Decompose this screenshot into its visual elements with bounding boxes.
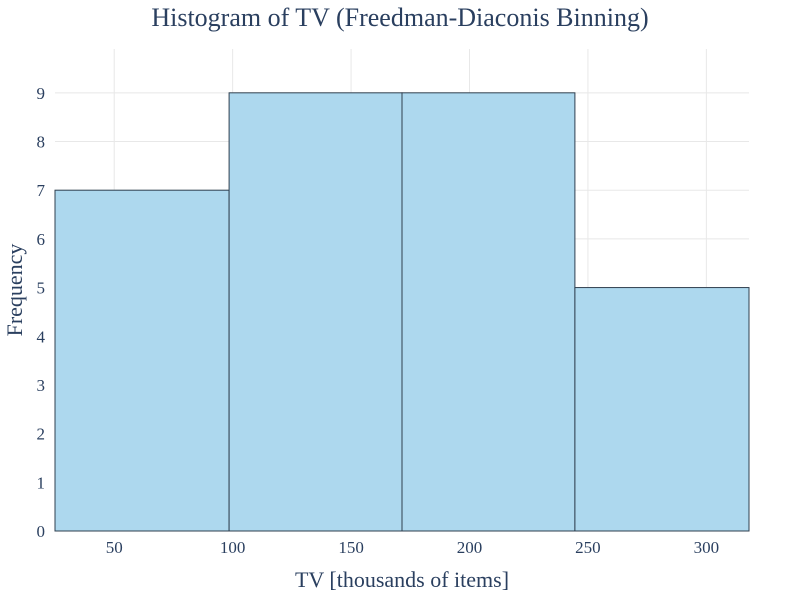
histogram-bar (401, 92, 576, 532)
y-tick-label: 5 (37, 279, 46, 298)
y-tick-label: 2 (37, 425, 46, 444)
histogram-bar (574, 287, 750, 532)
x-axis-ticks: 50 100 150 200 250 300 (106, 538, 719, 557)
x-tick-label: 250 (575, 538, 601, 557)
y-tick-label: 4 (37, 327, 46, 346)
histogram-bar (228, 92, 403, 532)
x-tick-label: 300 (694, 538, 720, 557)
y-tick-label: 7 (37, 181, 46, 200)
histogram-bars (54, 92, 750, 532)
plot-area: 50 100 150 200 250 300 0 1 2 3 4 5 6 7 8 9 (37, 49, 750, 557)
x-tick-label: 50 (106, 538, 123, 557)
histogram-bar (54, 189, 230, 532)
x-tick-label: 100 (220, 538, 246, 557)
chart-title: Histogram of TV (Freedman-Diaconis Binni… (151, 3, 648, 32)
y-tick-label: 0 (37, 522, 46, 541)
x-tick-label: 200 (457, 538, 483, 557)
y-axis-title: Frequency (2, 244, 27, 337)
y-axis-ticks: 0 1 2 3 4 5 6 7 8 9 (37, 84, 46, 541)
y-tick-label: 9 (37, 84, 46, 103)
y-tick-label: 8 (37, 133, 46, 152)
x-tick-label: 150 (338, 538, 364, 557)
y-tick-label: 6 (37, 230, 46, 249)
y-tick-label: 3 (37, 376, 46, 395)
y-tick-label: 1 (37, 473, 46, 492)
x-axis-title: TV [thousands of items] (295, 567, 509, 592)
